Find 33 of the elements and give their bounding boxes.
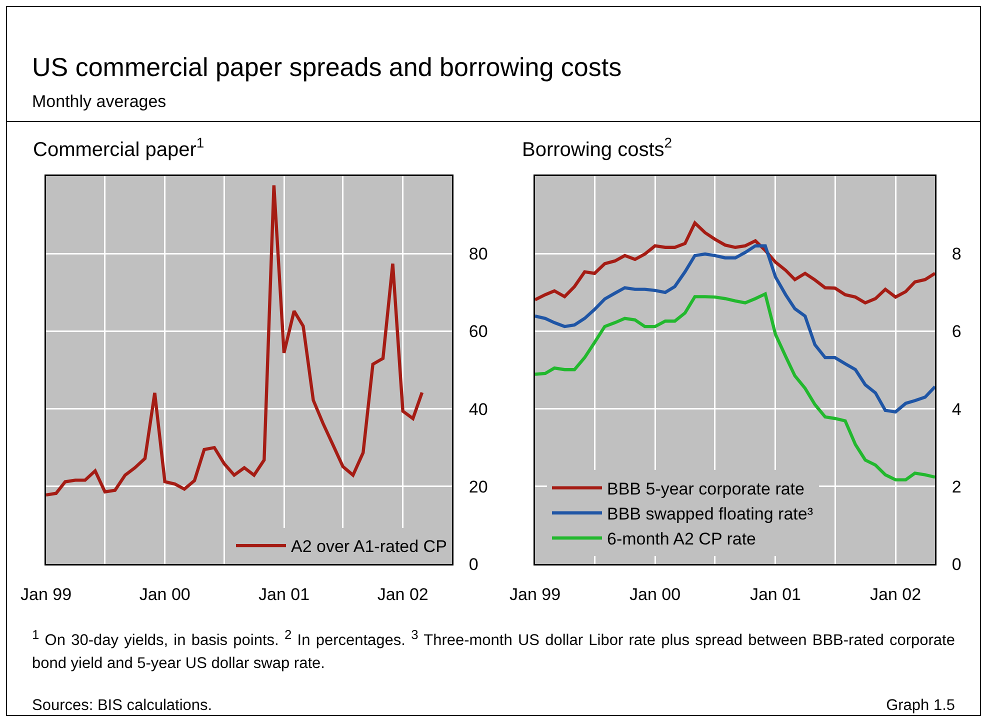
y-tick-label: 8 — [952, 244, 962, 264]
x-tick-label: Jan 00 — [630, 584, 681, 604]
y-tick-label: 4 — [952, 400, 962, 419]
line-series — [535, 221, 935, 304]
y-tick-label: 40 — [468, 400, 488, 419]
x-tick-label: Jan 01 — [258, 584, 310, 604]
caption: Graph 1.5 — [886, 697, 955, 715]
line-series — [535, 292, 935, 482]
text: $^{1}$ On 30-day yields, in basis points. $^{2}$ In percentages. $^{3}$ Three-month US dollar Libor rate plus spread between BBB-rated corporate bond yield and 5-year US dollar swap rate. — [32, 627, 955, 672]
line-series — [535, 244, 935, 414]
x-tick-label: Jan 01 — [750, 584, 801, 604]
x-tick-label: Jan 99 — [509, 584, 561, 604]
y-tick-label: 6 — [952, 322, 962, 342]
legend-label: BBB swapped floating rate³ — [607, 504, 814, 524]
chart-title: Commercial paper$^{1}$ — [33, 134, 204, 161]
y-tick-label: 20 — [468, 477, 488, 496]
x-tick-label: Jan 00 — [139, 584, 190, 604]
source-note: Sources: BIS calculations. — [32, 697, 212, 715]
y-tick-label: 80 — [468, 244, 488, 264]
x-tick-label: Jan 02 — [377, 584, 428, 604]
y-tick-label: 0 — [468, 554, 478, 574]
legend-label: A2 over A1-rated CP — [291, 537, 447, 556]
text: US commercial paper spreads and borrowing costs — [32, 52, 622, 83]
y-tick-label: 2 — [952, 477, 962, 496]
x-tick-label: Jan 99 — [20, 584, 72, 604]
line-series — [46, 184, 424, 497]
x-tick-label: Jan 02 — [870, 584, 922, 604]
y-tick-label: 0 — [952, 554, 962, 574]
legend-label: 6-month A2 CP rate — [607, 530, 756, 549]
legend-label: BBB 5-year corporate rate — [607, 479, 804, 498]
text: Monthly averages — [32, 92, 166, 112]
y-tick-label: 60 — [468, 322, 488, 342]
chart-title: Borrowing costs$^{2}$ — [522, 134, 672, 161]
